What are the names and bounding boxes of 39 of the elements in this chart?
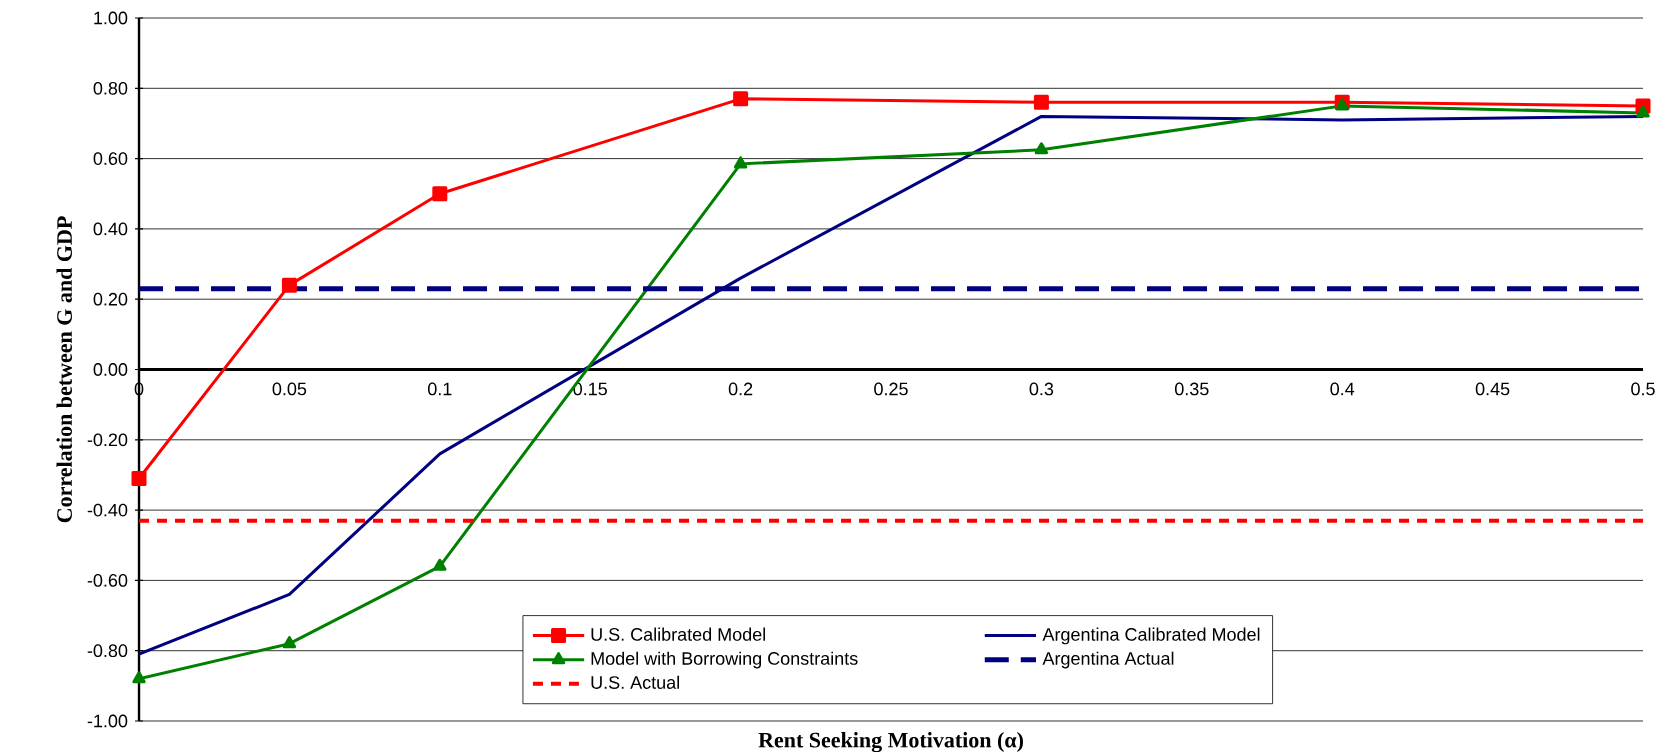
point [433,558,447,571]
x-tick-label: 0.1 [427,382,452,396]
point [282,636,297,649]
y-tick-label: 0.20 [93,292,128,306]
legend-label: Model with Borrowing Constraints [591,651,858,669]
x-tick-label: 0.2 [728,382,753,396]
legend-label: U.S. Actual [591,675,679,689]
y-tick-label: 0.60 [93,152,128,165]
legend-label: Argentina Calibrated Model [1042,627,1260,645]
y-tick-label: -0.20 [87,433,128,447]
y-tick-label: 0.80 [93,81,128,95]
y-tick-label: 1.00 [94,11,128,25]
y-axis-title: Correlation between G and GDP [56,216,72,523]
y-tick-label: 0.00 [93,363,128,376]
legend-label: U.S. Calibrated Model [591,627,765,641]
point [1335,98,1349,111]
y-tick-label: -0.80 [87,644,128,658]
point [131,470,147,486]
y-tick-label: -0.40 [87,503,128,517]
x-tick-label: 0.45 [1475,382,1510,396]
point [281,277,297,293]
point [1033,94,1049,110]
point [1034,142,1049,155]
point [432,186,448,202]
point [733,156,748,169]
y-tick-label: -0.60 [87,574,128,587]
y-tick-label: -1.00 [87,714,128,728]
point [132,671,146,684]
x-tick-label: 0.25 [874,382,908,396]
y-tick-label: 0.40 [93,222,128,236]
x-tick-label: 0.4 [1330,382,1355,396]
x-tick-label: 0.3 [1029,382,1054,396]
point [733,91,749,107]
point [1636,105,1650,118]
x-tick-label: 0.5 [1631,382,1655,396]
x-tick-label: 0.35 [1174,382,1209,396]
x-axis-title: Rent Seeking Motivation (α) [758,732,1023,752]
legend-label: Argentina Actual [1042,651,1174,669]
x-tick-label: 0.05 [272,382,307,396]
